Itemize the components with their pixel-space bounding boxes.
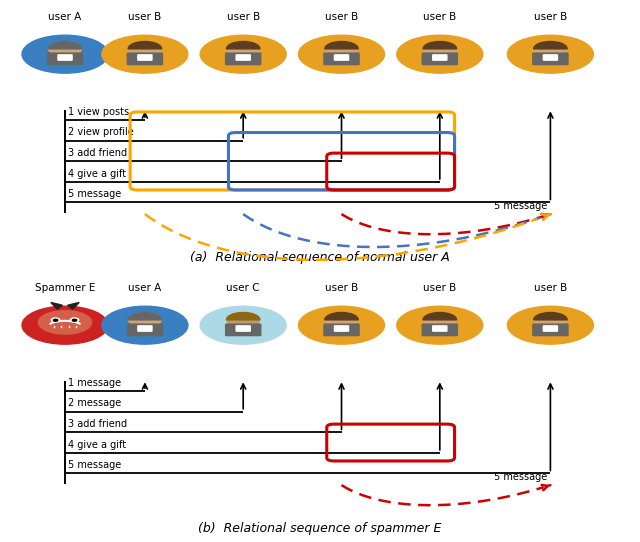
Text: 1 message: 1 message	[68, 378, 121, 388]
Text: Spammer E: Spammer E	[35, 283, 95, 293]
Circle shape	[325, 313, 358, 327]
Text: user B: user B	[534, 283, 567, 293]
Text: (a)  Relational sequence of normal user A: (a) Relational sequence of normal user A	[190, 251, 450, 264]
Text: user B: user B	[423, 12, 456, 22]
Text: 5 message: 5 message	[68, 460, 122, 470]
Wedge shape	[534, 313, 567, 320]
Text: 4 give a gift: 4 give a gift	[68, 440, 126, 450]
Circle shape	[534, 42, 567, 56]
Wedge shape	[227, 313, 260, 320]
FancyBboxPatch shape	[422, 324, 458, 335]
FancyBboxPatch shape	[324, 53, 359, 64]
Text: 2 view profile: 2 view profile	[68, 127, 134, 138]
Circle shape	[298, 306, 385, 344]
Circle shape	[200, 306, 286, 344]
Circle shape	[397, 306, 483, 344]
Text: (b)  Relational sequence of spammer E: (b) Relational sequence of spammer E	[198, 522, 442, 535]
Text: 1 view posts: 1 view posts	[68, 107, 129, 117]
FancyBboxPatch shape	[324, 324, 359, 335]
Polygon shape	[68, 302, 79, 309]
Circle shape	[227, 313, 260, 327]
FancyBboxPatch shape	[422, 53, 458, 64]
Wedge shape	[324, 42, 358, 49]
FancyBboxPatch shape	[226, 53, 260, 64]
Text: 5 message: 5 message	[494, 202, 547, 211]
Text: 3 add friend: 3 add friend	[68, 419, 127, 429]
Circle shape	[72, 319, 77, 321]
Circle shape	[38, 311, 92, 334]
FancyBboxPatch shape	[533, 53, 568, 64]
Circle shape	[51, 318, 60, 322]
Text: user B: user B	[325, 283, 358, 293]
Text: user A: user A	[49, 12, 82, 22]
Circle shape	[424, 313, 456, 327]
FancyBboxPatch shape	[236, 55, 250, 60]
FancyBboxPatch shape	[58, 55, 72, 60]
FancyBboxPatch shape	[138, 326, 152, 331]
Circle shape	[22, 35, 108, 73]
Polygon shape	[51, 302, 63, 309]
FancyBboxPatch shape	[543, 55, 557, 60]
Text: 3 add friend: 3 add friend	[68, 148, 127, 158]
Circle shape	[53, 319, 58, 321]
Wedge shape	[423, 313, 456, 320]
Wedge shape	[324, 313, 358, 320]
Circle shape	[298, 35, 385, 73]
Text: user B: user B	[227, 12, 260, 22]
Text: 5 message: 5 message	[494, 473, 547, 482]
Wedge shape	[534, 42, 567, 49]
FancyBboxPatch shape	[127, 324, 163, 335]
Circle shape	[508, 35, 593, 73]
Circle shape	[70, 318, 79, 322]
Circle shape	[200, 35, 286, 73]
Wedge shape	[423, 42, 456, 49]
FancyBboxPatch shape	[138, 55, 152, 60]
Text: user C: user C	[227, 283, 260, 293]
Wedge shape	[128, 313, 162, 320]
Text: user B: user B	[423, 283, 456, 293]
Circle shape	[534, 313, 567, 327]
Circle shape	[102, 306, 188, 344]
Circle shape	[227, 42, 260, 56]
FancyBboxPatch shape	[543, 326, 557, 331]
Text: 5 message: 5 message	[68, 189, 122, 199]
FancyBboxPatch shape	[433, 326, 447, 331]
Text: user B: user B	[325, 12, 358, 22]
Text: user A: user A	[128, 283, 161, 293]
FancyBboxPatch shape	[433, 55, 447, 60]
FancyBboxPatch shape	[335, 55, 349, 60]
Circle shape	[508, 306, 593, 344]
Circle shape	[22, 306, 108, 344]
Text: user B: user B	[128, 12, 161, 22]
Text: 4 give a gift: 4 give a gift	[68, 169, 126, 179]
Wedge shape	[128, 42, 162, 49]
FancyBboxPatch shape	[127, 53, 163, 64]
Circle shape	[129, 313, 161, 327]
Text: user B: user B	[534, 12, 567, 22]
Circle shape	[424, 42, 456, 56]
FancyBboxPatch shape	[236, 326, 250, 331]
Circle shape	[397, 35, 483, 73]
Wedge shape	[48, 42, 82, 49]
FancyBboxPatch shape	[226, 324, 260, 335]
FancyBboxPatch shape	[47, 53, 83, 64]
Wedge shape	[227, 42, 260, 49]
Text: 2 message: 2 message	[68, 398, 122, 409]
FancyBboxPatch shape	[533, 324, 568, 335]
Circle shape	[325, 42, 358, 56]
Circle shape	[49, 42, 81, 56]
FancyBboxPatch shape	[335, 326, 349, 331]
Circle shape	[102, 35, 188, 73]
Circle shape	[129, 42, 161, 56]
